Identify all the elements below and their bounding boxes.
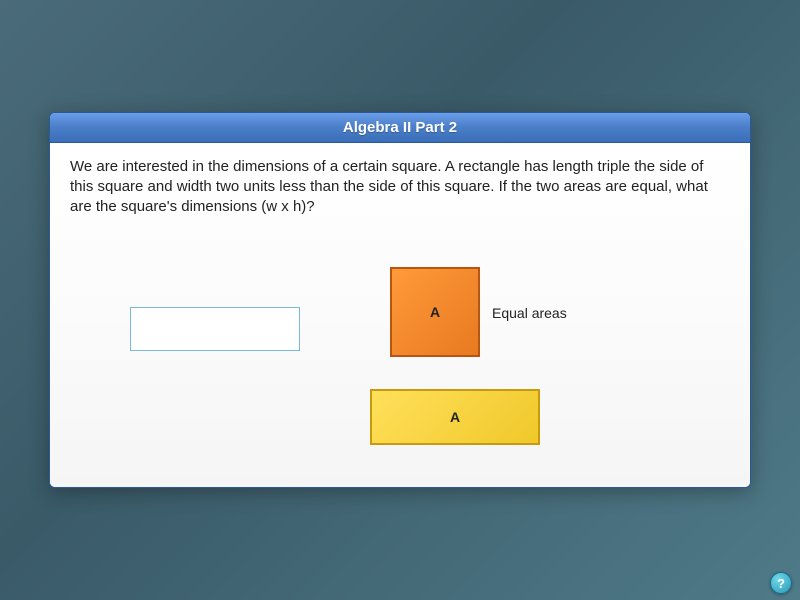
question-mark-icon: ? [777,576,785,591]
window-titlebar: Algebra II Part 2 [50,113,750,143]
answer-container [130,307,300,351]
answer-input[interactable] [130,307,300,351]
lesson-window: Algebra II Part 2 We are interested in t… [49,112,751,489]
area-diagram: A Equal areas A [360,267,620,457]
lesson-content: We are interested in the dimensions of a… [50,143,750,488]
rectangle-label: A [450,409,460,425]
diagram-square: A [390,267,480,357]
work-area: A Equal areas A [70,267,730,457]
help-icon[interactable]: ? [770,572,792,594]
square-label: A [430,304,440,320]
window-title: Algebra II Part 2 [343,119,457,136]
question-text: We are interested in the dimensions of a… [70,157,730,218]
equal-areas-label: Equal areas [492,305,567,321]
diagram-rectangle: A [370,389,540,445]
